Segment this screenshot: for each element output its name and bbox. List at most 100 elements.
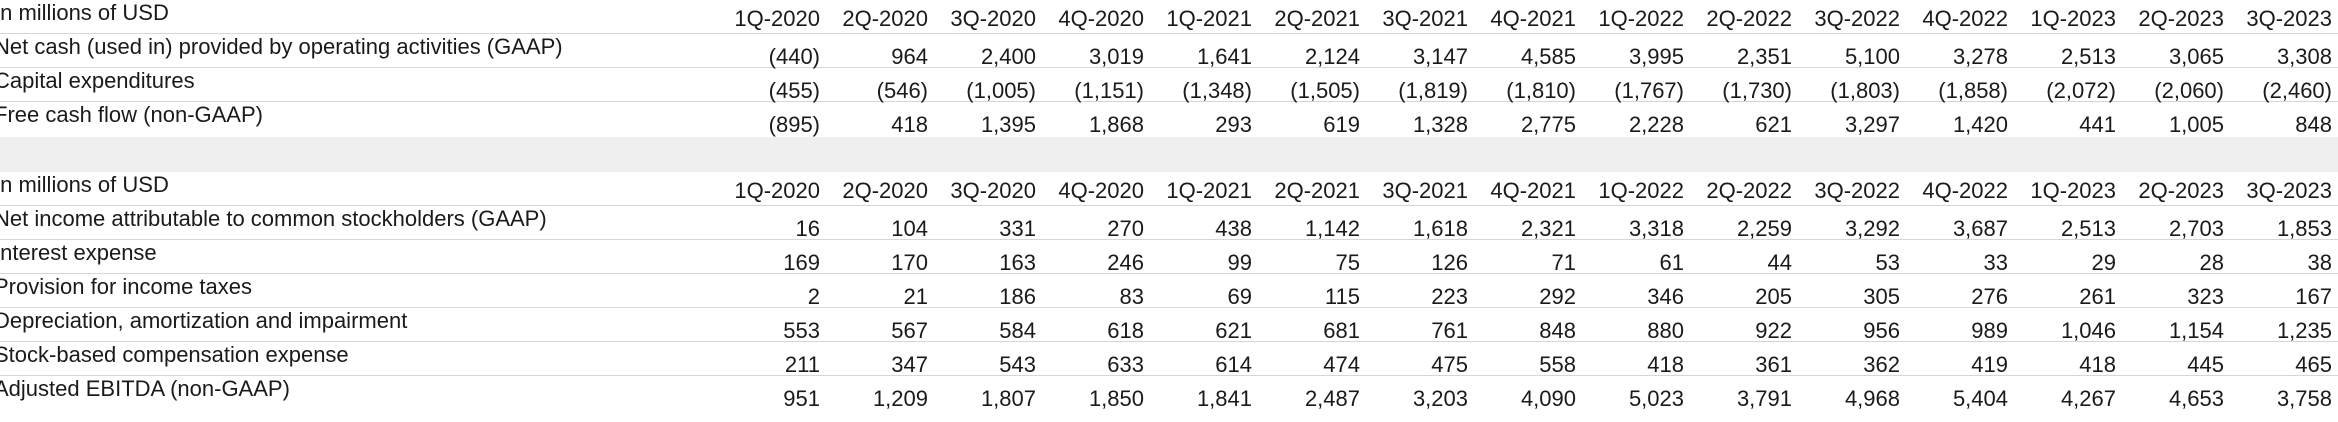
unit-label: In millions of USD [0, 172, 169, 197]
table-cell: 293 [1215, 112, 1252, 137]
table-cell: (1,803) [1830, 78, 1900, 103]
table-cell: 848 [2295, 112, 2332, 137]
row-label: Net cash (used in) provided by operating… [0, 34, 563, 59]
table-cell: 2,775 [1520, 112, 1576, 137]
table-cell: (1,819) [1398, 78, 1468, 103]
column-header: 1Q-2023 [2030, 6, 2116, 31]
table-cell: 3,758 [2276, 386, 2332, 411]
table-cell: 270 [1107, 216, 1144, 241]
table-cell: 347 [891, 352, 928, 377]
table-cell: 3,318 [1628, 216, 1684, 241]
table-cell: 5,100 [1844, 44, 1900, 69]
row-label: Stock-based compensation expense [0, 342, 349, 367]
table-cell: 1,328 [1412, 112, 1468, 137]
table-cell: 922 [1755, 318, 1792, 343]
table-cell: 951 [783, 386, 820, 411]
table-cell: 99 [1227, 250, 1252, 275]
table-cell: 418 [2079, 352, 2116, 377]
table-cell: (440) [768, 44, 820, 69]
table-cell: 621 [1755, 112, 1792, 137]
section-separator [0, 137, 2338, 172]
table-cell: 989 [1971, 318, 2008, 343]
table-cell: (1,005) [966, 78, 1036, 103]
table-cell: 474 [1323, 352, 1360, 377]
table-cell: 223 [1431, 284, 1468, 309]
table-cell: 3,995 [1628, 44, 1684, 69]
table-cell: 445 [2187, 352, 2224, 377]
row-label: Net income attributable to common stockh… [0, 206, 547, 231]
table-cell: 331 [999, 216, 1036, 241]
table-cell: 2 [807, 284, 820, 309]
table-cell: 558 [1539, 352, 1576, 377]
table-cell: 4,653 [2168, 386, 2224, 411]
column-header: 4Q-2021 [1490, 6, 1576, 31]
table-header-row: In millions of USD 1Q-2020 2Q-2020 3Q-20… [0, 0, 2338, 34]
table-cell: 614 [1215, 352, 1252, 377]
table-cell: 418 [891, 112, 928, 137]
table-cell: 543 [999, 352, 1036, 377]
column-header: 2Q-2023 [2138, 178, 2224, 203]
table-cell: 33 [1983, 250, 2008, 275]
table-cell: 126 [1431, 250, 1468, 275]
table-row: Capital expenditures (455) (546) (1,005)… [0, 68, 2338, 103]
column-header: 2Q-2023 [2138, 6, 2224, 31]
table-cell: 53 [1875, 250, 1900, 275]
table-row: Depreciation, amortization and impairmen… [0, 308, 2338, 343]
column-header: 1Q-2020 [734, 6, 820, 31]
table-cell: 167 [2295, 284, 2332, 309]
table-cell: 553 [783, 318, 820, 343]
table-cell: 362 [1863, 352, 1900, 377]
column-header: 3Q-2021 [1382, 6, 1468, 31]
table-cell: 3,687 [1952, 216, 2008, 241]
column-header: 1Q-2020 [734, 178, 820, 203]
table-cell: 441 [2079, 112, 2116, 137]
table-cell: 21 [903, 284, 928, 309]
table-cell: 5,404 [1952, 386, 2008, 411]
table-cell: 618 [1107, 318, 1144, 343]
table-cell: 1,420 [1952, 112, 2008, 137]
table-cell: 246 [1107, 250, 1144, 275]
table-cell: 276 [1971, 284, 2008, 309]
table-cell: 292 [1539, 284, 1576, 309]
table-cell: 2,321 [1520, 216, 1576, 241]
unit-label: In millions of USD [0, 0, 169, 25]
table-cell: 361 [1755, 352, 1792, 377]
table-cell: 1,841 [1196, 386, 1252, 411]
table-cell: 38 [2307, 250, 2332, 275]
table-cell: 3,308 [2276, 44, 2332, 69]
table-cell: 205 [1755, 284, 1792, 309]
table-cell: 4,267 [2060, 386, 2116, 411]
column-header: 3Q-2023 [2246, 178, 2332, 203]
table-cell: (895) [768, 112, 820, 137]
column-header: 3Q-2020 [950, 6, 1036, 31]
table-cell: 3,019 [1088, 44, 1144, 69]
table-cell: 964 [891, 44, 928, 69]
table-cell: 619 [1323, 112, 1360, 137]
column-header: 3Q-2023 [2246, 6, 2332, 31]
table-cell: 761 [1431, 318, 1468, 343]
table-cell: 1,850 [1088, 386, 1144, 411]
column-header: 4Q-2020 [1058, 6, 1144, 31]
column-header: 3Q-2021 [1382, 178, 1468, 203]
table-row: Provision for income taxes 2 21 186 83 6… [0, 274, 2338, 309]
table-cell: (1,730) [1722, 78, 1792, 103]
table-cell: 419 [1971, 352, 2008, 377]
table-cell: 163 [999, 250, 1036, 275]
table-cell: 1,046 [2060, 318, 2116, 343]
table-cell: 115 [1324, 284, 1360, 309]
row-label: Capital expenditures [0, 68, 195, 93]
table-cell: 2,400 [980, 44, 1036, 69]
table-cell: 1,209 [872, 386, 928, 411]
table-cell: 1,154 [2168, 318, 2224, 343]
row-label: Interest expense [0, 240, 157, 265]
table-cell: 4,090 [1520, 386, 1576, 411]
column-header: 2Q-2022 [1706, 178, 1792, 203]
table-row: Interest expense 169 170 163 246 99 75 1… [0, 240, 2338, 275]
table-cell: (2,460) [2262, 78, 2332, 103]
table-cell: 4,585 [1520, 44, 1576, 69]
table-cell: 305 [1863, 284, 1900, 309]
table-cell: 3,203 [1412, 386, 1468, 411]
column-header: 4Q-2022 [1922, 178, 2008, 203]
table-cell: 261 [2079, 284, 2116, 309]
table-cell: 681 [1323, 318, 1360, 343]
